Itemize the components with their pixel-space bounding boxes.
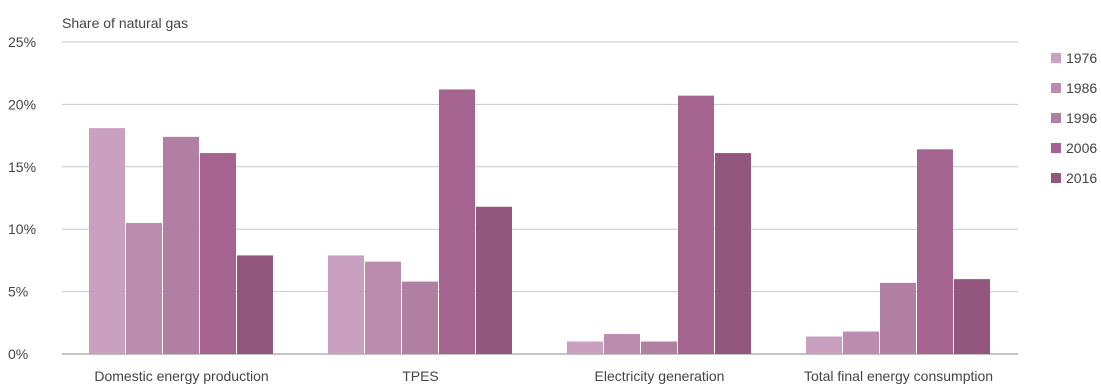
bar-2016-3 bbox=[954, 279, 990, 354]
x-category-label: Electricity generation bbox=[595, 368, 725, 384]
bar-1976-1 bbox=[328, 255, 364, 354]
bar-1976-0 bbox=[89, 128, 125, 354]
bar-2016-0 bbox=[237, 255, 273, 354]
y-tick-label: 10% bbox=[8, 221, 36, 237]
y-axis-ticks: 0% 5% 10% 15% 20% 25% bbox=[8, 34, 36, 362]
bar-1996-2 bbox=[641, 341, 677, 354]
bar-2006-2 bbox=[678, 95, 714, 354]
bar-1986-3 bbox=[843, 331, 879, 354]
bar-1986-1 bbox=[365, 261, 401, 354]
bar-2016-2 bbox=[715, 153, 751, 354]
bar-1996-1 bbox=[402, 281, 438, 354]
bar-1976-3 bbox=[806, 336, 842, 354]
bar-2006-1 bbox=[439, 89, 475, 354]
legend-swatch-1986 bbox=[1051, 83, 1061, 93]
bar-1996-0 bbox=[163, 136, 199, 354]
y-tick-label: 25% bbox=[8, 34, 36, 50]
legend-swatch-1996 bbox=[1051, 113, 1061, 123]
legend-label: 1976 bbox=[1066, 50, 1097, 66]
bar-2016-1 bbox=[476, 206, 512, 354]
bar-1976-2 bbox=[567, 341, 603, 354]
legend-label: 2016 bbox=[1066, 170, 1097, 186]
x-axis-categories: Domestic energy production TPES Electricit… bbox=[94, 368, 993, 384]
legend-swatch-2006 bbox=[1051, 143, 1061, 153]
y-tick-label: 20% bbox=[8, 96, 36, 112]
legend-label: 2006 bbox=[1066, 140, 1097, 156]
bar-2006-3 bbox=[917, 149, 953, 354]
bar-2006-0 bbox=[200, 153, 236, 354]
bar-1996-3 bbox=[880, 282, 916, 354]
x-category-label: Domestic energy production bbox=[94, 368, 268, 384]
y-axis-title: Share of natural gas bbox=[62, 15, 188, 31]
bar-1986-2 bbox=[604, 334, 640, 354]
y-tick-label: 5% bbox=[8, 284, 28, 300]
bars bbox=[89, 89, 990, 354]
legend-label: 1996 bbox=[1066, 110, 1097, 126]
legend-swatch-2016 bbox=[1051, 173, 1061, 183]
bar-1986-0 bbox=[126, 222, 162, 354]
legend: 1976 1986 1996 2006 2016 bbox=[1051, 50, 1097, 186]
legend-label: 1986 bbox=[1066, 80, 1097, 96]
x-category-label: Total final energy consumption bbox=[804, 368, 993, 384]
y-tick-label: 0% bbox=[8, 346, 28, 362]
x-category-label: TPES bbox=[402, 368, 439, 384]
legend-swatch-1976 bbox=[1051, 53, 1061, 63]
y-tick-label: 15% bbox=[8, 159, 36, 175]
